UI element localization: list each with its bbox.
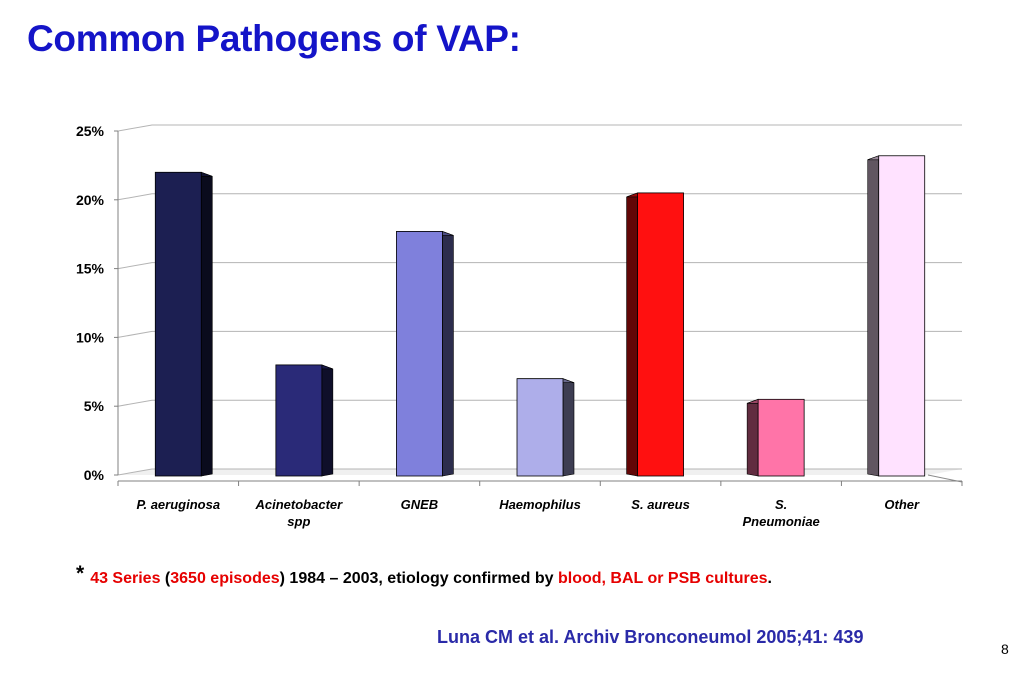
y-tick-label: 5% — [84, 398, 105, 414]
y-tick-label: 20% — [76, 192, 105, 208]
bar-5 — [626, 192, 684, 477]
bar-front — [637, 192, 684, 477]
x-tick-label: Other — [884, 497, 920, 512]
bar-side — [562, 378, 575, 477]
footnote-episodes: 3650 episodes — [170, 570, 280, 587]
bar-chart: 0% 5% 10% 15% 20% 25% P. aeruginosa Acinetobact… — [76, 123, 963, 529]
bar-front — [154, 171, 202, 477]
y-tick-label: 0% — [84, 467, 105, 483]
bar-side — [626, 192, 638, 477]
footnote-asterisk: * — [76, 562, 85, 585]
x-tick-label: S. aureus — [631, 497, 690, 512]
x-tick-label: GNEB — [401, 497, 439, 512]
footnote-end: . — [767, 570, 772, 587]
bar-side — [867, 155, 880, 477]
footnote-series: 43 Series — [90, 570, 161, 587]
x-tick-label: Pneumoniae — [742, 514, 819, 529]
x-tick-label: P. aeruginosa — [136, 497, 220, 512]
footnote: * 43 Series (3650 episodes) 1984 – 2003, … — [76, 562, 772, 589]
bar-4 — [516, 378, 575, 477]
bar-2 — [275, 364, 334, 477]
x-tick-label: spp — [287, 514, 310, 529]
gridline — [117, 330, 962, 338]
gridline — [117, 124, 962, 132]
x-tick-label: S. — [775, 497, 787, 512]
bar-7 — [867, 155, 926, 477]
page-number: 8 — [1001, 641, 1009, 657]
bar-6 — [746, 398, 805, 477]
y-tick-label: 25% — [76, 123, 105, 139]
footnote-years: ) 1984 – 2003, etiology confirmed by — [279, 570, 558, 587]
footnote-open-paren: ( — [160, 570, 171, 587]
bar-1 — [154, 171, 213, 477]
gridline — [117, 468, 962, 476]
bar-side — [746, 398, 759, 477]
x-tick-label: Acinetobacter — [255, 497, 344, 512]
y-tick-label: 10% — [76, 329, 105, 345]
citation: Luna CM et al. Archiv Bronconeumol 2005;… — [437, 627, 864, 647]
bar-front — [516, 378, 564, 477]
bar-side — [321, 364, 334, 477]
gridline — [117, 193, 962, 201]
bar-front — [878, 155, 926, 477]
bar-front — [275, 364, 323, 477]
x-tick-label: Haemophilus — [499, 497, 581, 512]
gridline — [117, 262, 962, 270]
bar-3 — [396, 231, 454, 477]
bar-front — [396, 231, 443, 477]
y-tick-label: 15% — [76, 261, 105, 277]
bar-side — [442, 231, 454, 477]
gridline — [117, 399, 962, 407]
bar-side — [200, 171, 213, 477]
slide-title: Common Pathogens of VAP: — [27, 18, 521, 59]
bar-front — [757, 398, 805, 477]
footnote-cultures: blood, BAL or PSB cultures — [557, 570, 768, 587]
